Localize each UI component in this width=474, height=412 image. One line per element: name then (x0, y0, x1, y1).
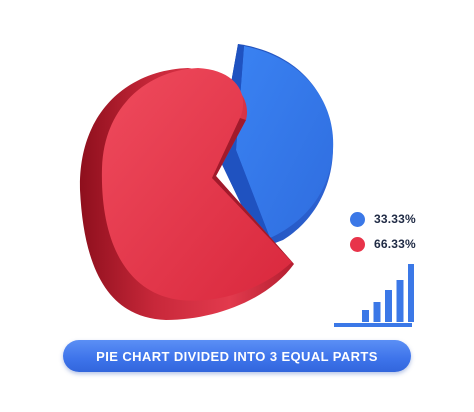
caption-text: PIE CHART DIVIDED INTO 3 EQUAL PARTS (96, 348, 378, 364)
legend-label-red: 66.33% (374, 237, 416, 251)
bar-icon-bar (396, 280, 404, 322)
legend-item-blue: 33.33% (350, 208, 416, 230)
red-slice-cut (212, 118, 294, 264)
bar-icon-bar (385, 290, 392, 322)
bar-icon-bar (373, 302, 381, 322)
bar-icon-bar (408, 264, 414, 322)
bar-icon-bar (362, 310, 369, 322)
caption-banner: PIE CHART DIVIDED INTO 3 EQUAL PARTS (63, 340, 411, 372)
bar-chart-icon (334, 264, 414, 327)
bar-icon-baseline (334, 323, 412, 327)
red-dot-icon (350, 236, 365, 252)
blue-slice (236, 46, 334, 238)
legend: 33.33% 66.33% (350, 208, 416, 258)
red-slice (101, 68, 292, 301)
legend-item-red: 66.33% (350, 233, 416, 255)
legend-label-blue: 33.33% (374, 212, 416, 226)
blue-dot-icon (350, 211, 365, 227)
